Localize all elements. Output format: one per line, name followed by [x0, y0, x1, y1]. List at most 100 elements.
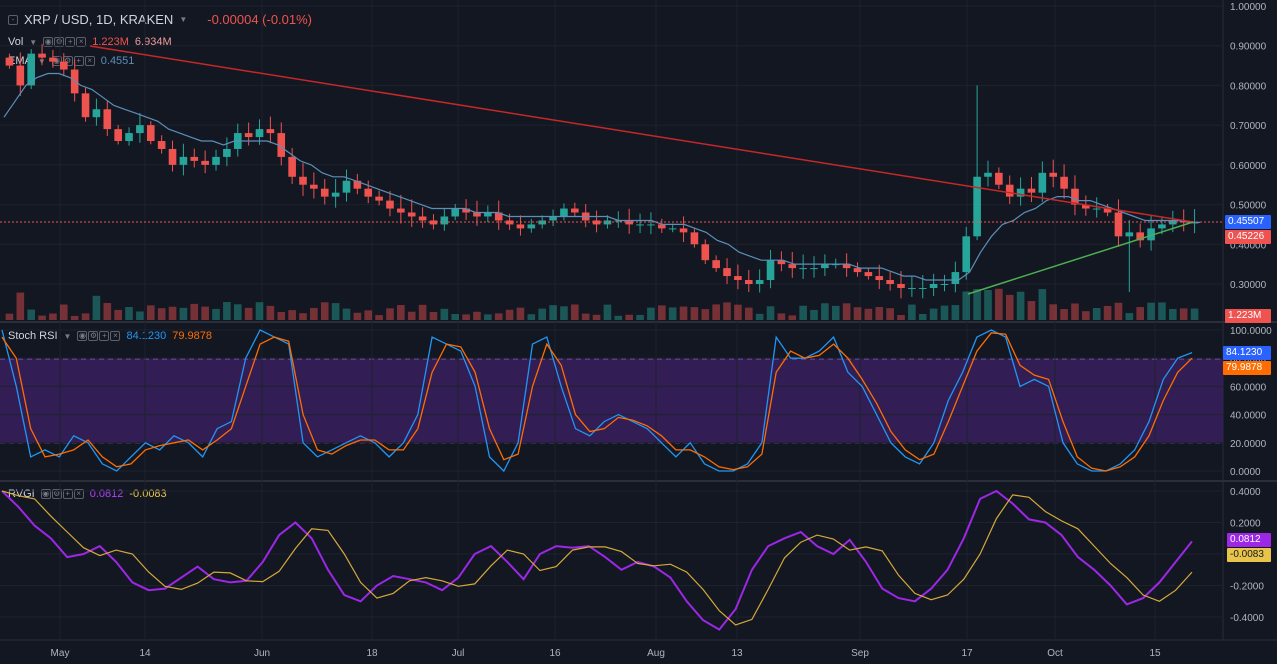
candle-body — [734, 276, 742, 281]
volume-bar — [875, 307, 884, 320]
candle-body — [1016, 188, 1025, 197]
time-tick-label: May — [51, 648, 70, 659]
volume-bar — [940, 305, 949, 320]
candle-body — [984, 172, 992, 177]
volume-bar — [190, 303, 199, 320]
volume-bar — [1092, 307, 1101, 320]
candle-body — [1125, 232, 1134, 237]
candle-body — [897, 284, 905, 288]
candle-body — [723, 268, 731, 277]
volume-bar — [614, 315, 623, 320]
vol-legend: Vol ▼ ◉ ⚙ + × 1.223M 6.934M — [8, 36, 172, 48]
rvgi-legend-buttons[interactable]: ◉ ⚙ + × — [40, 489, 84, 499]
time-tick-label: 13 — [731, 648, 743, 659]
volume-bar — [1082, 311, 1090, 320]
volume-bar — [549, 305, 557, 320]
volume-bar — [647, 307, 655, 320]
candle-body — [657, 224, 666, 229]
candle-body — [1136, 232, 1145, 241]
trendline-resistance[interactable] — [89, 45, 1194, 223]
rsi-legend-buttons[interactable]: ◉ ⚙ + × — [77, 331, 121, 341]
rsi-tick-label: 40.0000 — [1230, 411, 1267, 422]
candle-body — [223, 148, 231, 157]
candle-body — [755, 280, 764, 284]
candle-body — [310, 184, 318, 189]
candle-body — [973, 176, 981, 237]
candle-body — [179, 156, 188, 165]
vol-legend-label[interactable]: Vol — [8, 36, 24, 48]
candle-body — [1027, 188, 1036, 193]
rsi-dropdown-icon[interactable]: ▼ — [63, 331, 72, 341]
rsi-tick-label: 100.0000 — [1230, 326, 1272, 337]
candle-body — [538, 220, 547, 225]
rsi-d-value: 79.9878 — [172, 330, 212, 342]
candle-body — [375, 196, 383, 201]
symbol-dropdown-icon[interactable]: ▼ — [179, 15, 188, 24]
ema-line — [3, 72, 1200, 281]
candle-body — [59, 61, 68, 70]
volume-bar — [842, 303, 851, 320]
volume-bar — [342, 308, 351, 320]
ema-value: 0.4551 — [100, 55, 135, 67]
candle-body — [5, 57, 14, 66]
volume-bar — [810, 309, 818, 320]
candle-body — [494, 212, 503, 221]
volume-bar — [886, 308, 894, 320]
candle-body — [777, 260, 786, 265]
volume-bar — [5, 313, 14, 320]
tag-volume: 1.223M — [1225, 309, 1271, 323]
vol-dropdown-icon[interactable]: ▼ — [29, 37, 38, 47]
candle-body — [16, 65, 25, 86]
volume-bar — [1125, 313, 1134, 320]
volume-bar — [81, 313, 90, 320]
time-tick-label: 15 — [1149, 648, 1161, 659]
candle-body — [516, 224, 525, 229]
volume-bar — [1169, 308, 1177, 320]
candle-body — [49, 57, 57, 62]
vol-legend-buttons[interactable]: ◉ ⚙ + × — [43, 37, 87, 47]
candle-body — [462, 208, 470, 213]
candle-body — [690, 232, 699, 245]
volume-bar — [897, 314, 905, 320]
candle-body — [929, 284, 938, 288]
rsi-k-value: 84.1230 — [126, 330, 167, 342]
volume-bar — [571, 304, 579, 320]
volume-bar — [233, 304, 242, 320]
rsi-legend-label[interactable]: Stoch RSI — [8, 330, 58, 342]
candle-body — [353, 180, 362, 189]
tag-last-price: 0.45507 — [1225, 215, 1271, 229]
volume-bar — [418, 304, 427, 320]
volume-bar — [70, 315, 79, 320]
volume-bar — [744, 307, 753, 320]
candle-body — [407, 212, 416, 217]
candle-body — [853, 268, 862, 273]
rsi-tick-label: 20.0000 — [1230, 439, 1267, 450]
candle-body — [146, 125, 155, 142]
volume-bar — [995, 288, 1003, 320]
volume-bar — [1190, 308, 1199, 320]
candle-body — [995, 172, 1003, 185]
time-tick-label: Jun — [254, 648, 270, 659]
candle-body — [451, 208, 460, 217]
volume-bar — [38, 315, 46, 320]
volume-bar — [973, 289, 981, 320]
symbol-label[interactable]: XRP / USD, 1D, KRAKEN — [24, 12, 174, 27]
volume-bar — [592, 314, 601, 320]
candle-body — [386, 200, 394, 209]
time-tick-label: 16 — [549, 648, 561, 659]
volume-bar — [538, 308, 547, 320]
collapse-button[interactable]: - — [8, 14, 18, 25]
candle-body — [940, 284, 949, 285]
ema-legend-buttons[interactable]: ◉ ⚙ + × — [51, 56, 95, 66]
candle-body — [908, 287, 916, 289]
volume-bar — [1038, 289, 1047, 320]
volume-bar — [734, 304, 742, 320]
volume-bar — [1114, 302, 1123, 320]
trendline-support[interactable] — [967, 221, 1194, 295]
volume-bar — [407, 311, 416, 320]
candle-body — [918, 287, 927, 289]
candle-body — [1038, 172, 1047, 193]
candle-body — [527, 224, 536, 229]
volume-bar — [255, 302, 264, 320]
